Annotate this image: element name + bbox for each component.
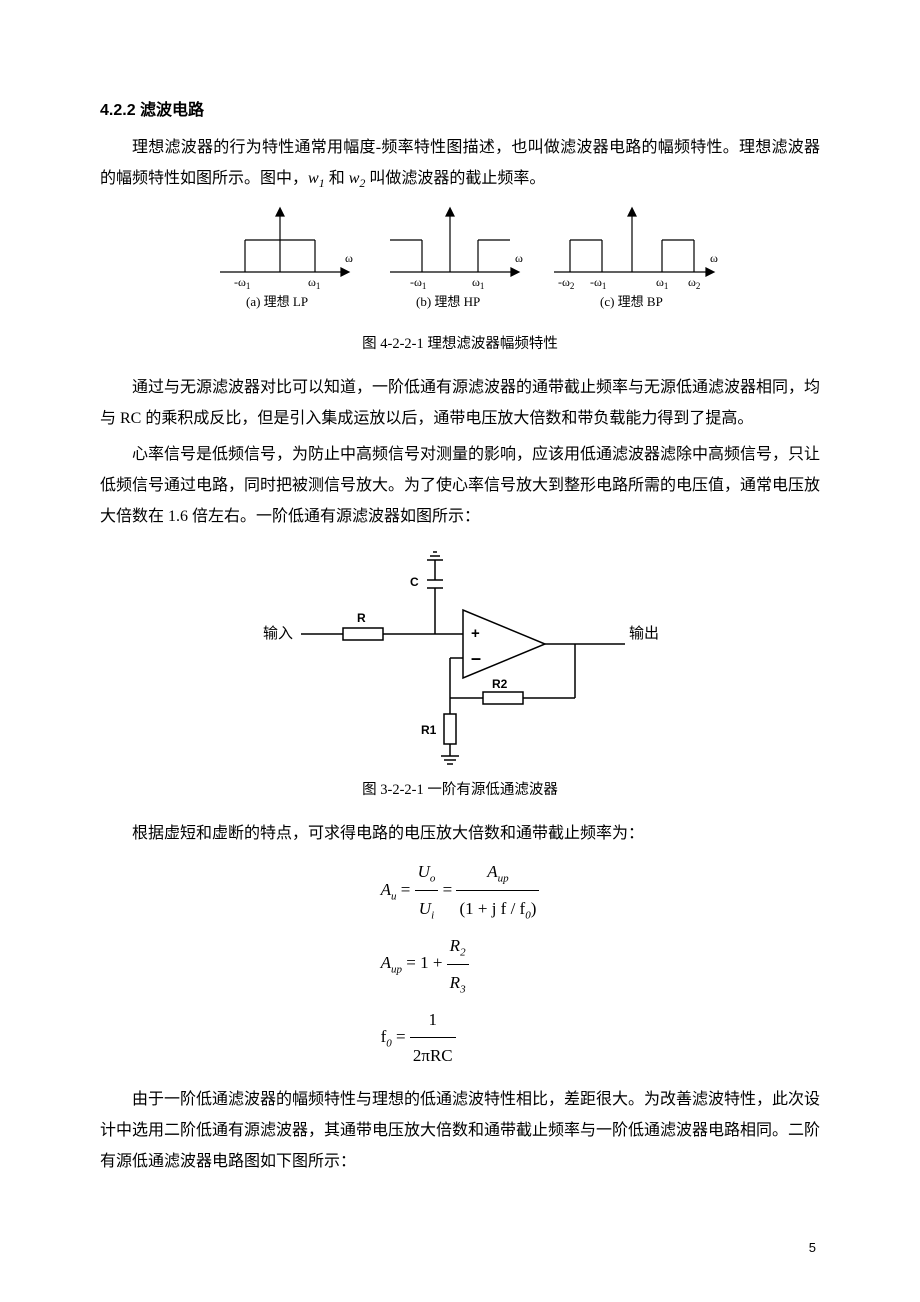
input-label: 输入 — [263, 625, 293, 642]
svg-text:ω1: ω1 — [308, 275, 320, 291]
lpf-circuit-svg: 输入 R C + — [245, 538, 675, 768]
figure-1-caption: 图 4-2-2-1 理想滤波器幅频特性 — [100, 330, 820, 358]
R-label: R — [357, 611, 366, 625]
svg-text:ω: ω — [515, 251, 523, 265]
figure-1: ω -ω1 ω1 (a) 理想 LP ω -ω1 — [100, 202, 820, 322]
C-label: C — [410, 575, 419, 589]
bp-caption: (c) 理想 BP — [600, 294, 663, 309]
figure-2-caption: 图 3-2-2-1 一阶有源低通滤波器 — [100, 776, 820, 804]
w2-sub: 2 — [359, 177, 365, 191]
svg-text:-ω1: -ω1 — [234, 275, 250, 291]
output-label: 输出 — [629, 625, 659, 642]
eq1: Au = UoUi = Aup(1 + j f / f0) — [381, 880, 540, 899]
eq3: f0 = 12πRC — [381, 1027, 456, 1046]
para1-text-b: 叫做滤波器的截止频率。 — [369, 170, 545, 187]
svg-text:-ω1: -ω1 — [590, 275, 606, 291]
section-heading: 4.2.2 滤波电路 — [100, 95, 820, 126]
equations: Au = UoUi = Aup(1 + j f / f0) Aup = 1 + … — [100, 854, 820, 1074]
w2-symbol: w — [349, 170, 360, 187]
paragraph-5: 由于一阶低通滤波器的幅频特性与理想的低通滤波特性相比，差距很大。为改善滤波特性，… — [100, 1084, 820, 1178]
paragraph-3: 心率信号是低频信号，为防止中高频信号对测量的影响，应该用低通滤波器滤除中高频信号… — [100, 439, 820, 533]
w1-sub: 1 — [319, 177, 325, 191]
lp-caption: (a) 理想 LP — [246, 294, 308, 309]
eq2: Aup = 1 + R2R3 — [381, 953, 469, 972]
and-text: 和 — [329, 170, 349, 187]
svg-text:ω: ω — [710, 251, 718, 265]
svg-text:-ω2: -ω2 — [558, 275, 574, 291]
svg-text:-ω1: -ω1 — [410, 275, 426, 291]
hp-caption: (b) 理想 HP — [416, 294, 480, 309]
R1-label: R1 — [421, 723, 437, 737]
minus-label: – — [471, 648, 481, 668]
plus-label: + — [471, 625, 480, 642]
page-number: 5 — [809, 1235, 816, 1260]
w1-symbol: w — [308, 170, 319, 187]
page: 4.2.2 滤波电路 理想滤波器的行为特性通常用幅度-频率特性图描述，也叫做滤波… — [0, 0, 920, 1302]
omega-label: ω — [345, 251, 353, 265]
filter-response-svg: ω -ω1 ω1 (a) 理想 LP ω -ω1 — [200, 202, 720, 322]
paragraph-1: 理想滤波器的行为特性通常用幅度-频率特性图描述，也叫做滤波器电路的幅频特性。理想… — [100, 132, 820, 196]
R2-label: R2 — [492, 677, 508, 691]
svg-text:ω2: ω2 — [688, 275, 700, 291]
paragraph-2: 通过与无源滤波器对比可以知道，一阶低通有源滤波器的通带截止频率与无源低通滤波器相… — [100, 372, 820, 434]
paragraph-4: 根据虚短和虚断的特点，可求得电路的电压放大倍数和通带截止频率为： — [100, 818, 820, 849]
figure-2: 输入 R C + — [100, 538, 820, 768]
svg-text:ω1: ω1 — [656, 275, 668, 291]
svg-text:ω1: ω1 — [472, 275, 484, 291]
